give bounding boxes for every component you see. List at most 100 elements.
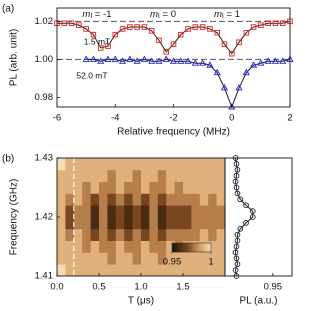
- heatmap-cell: [82, 240, 91, 253]
- colorbar-swatch: [185, 243, 187, 252]
- series-label: 1.5 mT: [84, 36, 110, 46]
- heatmap-cell: [107, 240, 117, 253]
- heatmap-cell: [82, 181, 91, 194]
- heatmap-cell: [73, 181, 83, 194]
- heatmap-cell: [115, 240, 125, 253]
- heatmap-cell: [166, 181, 175, 194]
- marker-circle: [232, 249, 239, 256]
- heatmap-cell: [57, 228, 66, 241]
- marker-circle: [237, 225, 244, 232]
- annotation-suffix: = 1: [224, 9, 240, 20]
- marker-triangle: [126, 55, 134, 62]
- heatmap-cell: [57, 252, 66, 265]
- heatmap-cell: [149, 193, 159, 206]
- colorbar-swatch: [202, 243, 205, 252]
- marker-square: [272, 20, 279, 26]
- annotation-subscript: I: [158, 13, 160, 20]
- series-label: 52.0 mT: [76, 70, 107, 80]
- colorbar-swatch: [175, 243, 178, 252]
- marker-triangle: [257, 59, 265, 66]
- heatmap-cell: [65, 158, 75, 171]
- heatmap-cell: [99, 252, 108, 265]
- heatmap-cell: [199, 217, 209, 230]
- marker-square: [250, 24, 257, 30]
- heatmap-cell: [191, 193, 201, 206]
- x-tick-label: 2: [287, 113, 292, 124]
- heatmap-cell: [157, 193, 167, 206]
- annotation-symbol: m: [82, 9, 90, 20]
- heatmap-cell: [183, 252, 192, 265]
- y-axis-label: PL (arb. unit): [9, 29, 20, 86]
- colorbar-swatch: [181, 243, 184, 252]
- annotation-symbol: m: [214, 9, 222, 20]
- heatmap-cell: [99, 240, 108, 253]
- heatmap-cell: [57, 158, 66, 171]
- heatmap-cell: [132, 264, 142, 277]
- heatmap-cell: [73, 228, 83, 241]
- heatmap-cell: [174, 205, 184, 218]
- marker-triangle: [162, 55, 170, 62]
- colorbar-swatch: [193, 243, 196, 252]
- marker-circle: [233, 243, 240, 250]
- heatmap-cell: [191, 158, 201, 171]
- heatmap-cell: [65, 169, 75, 182]
- heatmap-cell: [216, 252, 226, 265]
- marker-square: [105, 43, 111, 49]
- marker-triangle: [199, 59, 207, 66]
- marker-triangle: [140, 55, 148, 62]
- heatmap-cell: [208, 252, 217, 265]
- heatmap-cell: [57, 193, 66, 206]
- marker-square: [163, 49, 169, 55]
- colorbar-swatch: [209, 243, 212, 252]
- heatmap-cell: [90, 181, 100, 194]
- heatmap-cell: [149, 240, 159, 253]
- heatmap-cell: [149, 252, 159, 265]
- heatmap-cell: [149, 205, 159, 218]
- marker-square: [265, 20, 271, 26]
- heatmap-cell: [90, 240, 100, 253]
- marker-circle: [233, 172, 240, 179]
- marker-square: [192, 24, 199, 30]
- heatmap-cell: [115, 181, 125, 194]
- heatmap-cell: [124, 181, 133, 194]
- colorbar-swatch: [199, 243, 202, 252]
- marker-square: [148, 28, 155, 34]
- annotation: mI = -1: [82, 9, 111, 20]
- heatmap-cell: [132, 193, 142, 206]
- heatmap-cell: [141, 181, 150, 194]
- heatmap-cell: [199, 228, 209, 241]
- marker-triangle: [97, 57, 105, 64]
- heatmap-cell: [124, 169, 133, 182]
- marker-square: [236, 39, 242, 46]
- heatmap-cell: [191, 228, 201, 241]
- heatmap-cell: [157, 217, 167, 230]
- heatmap-cell: [90, 264, 100, 277]
- heatmap-cell: [191, 181, 201, 194]
- y-tick-label: 1.02: [35, 16, 54, 27]
- heatmap-cell: [183, 264, 192, 277]
- heatmap-cell: [166, 264, 175, 277]
- heatmap-cell: [183, 193, 192, 206]
- heatmap-cell: [174, 217, 184, 230]
- heatmap-cell: [132, 228, 142, 241]
- colorbar-swatch: [180, 243, 183, 252]
- x-tick-label: -2: [169, 113, 177, 124]
- heatmap-cell: [166, 158, 175, 171]
- heatmap-cell: [183, 205, 192, 218]
- heatmap-cell: [73, 240, 83, 253]
- heatmap-cell: [141, 217, 150, 230]
- heatmap-cell: [82, 217, 91, 230]
- heatmap-cell: [174, 169, 184, 182]
- x-tick-label: 0.95: [264, 282, 283, 293]
- marker-circle: [233, 255, 240, 262]
- heatmap-cell: [82, 252, 91, 265]
- heatmap-cell: [141, 240, 150, 253]
- heatmap-cell: [115, 217, 125, 230]
- marker-triangle: [264, 57, 272, 64]
- heatmap-cell: [107, 193, 117, 206]
- marker-triangle: [242, 68, 250, 76]
- heatmap-cell: [90, 169, 100, 182]
- heatmap-cell: [115, 205, 125, 218]
- marker-triangle: [271, 57, 280, 64]
